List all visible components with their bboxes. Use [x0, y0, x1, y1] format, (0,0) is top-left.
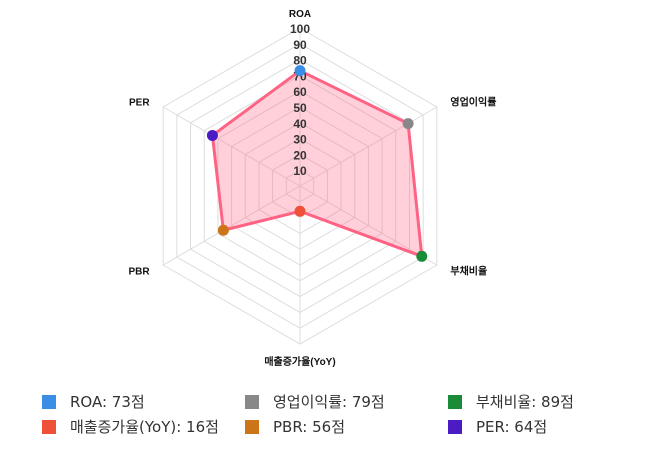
data-point	[294, 205, 306, 217]
grid-spoke	[299, 185, 438, 266]
legend-item[interactable]: 부채비율: 89점	[448, 391, 574, 412]
legend-label: 부채비율: 89점	[476, 393, 574, 411]
legend-label: 매출증가율(YoY): 16점	[70, 418, 219, 436]
axis-label: PER	[129, 97, 150, 108]
legend-swatch	[42, 394, 56, 409]
tick-label: 60	[293, 85, 307, 99]
tick-label: 100	[290, 22, 310, 36]
tick-label: 30	[293, 133, 307, 147]
legend-item[interactable]: ROA: 73점	[42, 391, 145, 412]
radar-svg: 102030405060708090100ROA영업이익률부채비율매출증가율(Y…	[128, 9, 496, 368]
legend-item[interactable]: 영업이익률: 79점	[245, 391, 385, 412]
data-area	[210, 69, 424, 258]
legend-label: PER: 64점	[476, 418, 548, 436]
legend-swatch	[448, 394, 462, 409]
axis-label: PBR	[128, 267, 150, 278]
data-point	[217, 224, 229, 236]
legend-swatch	[448, 419, 462, 434]
axis-label: 부채비율	[450, 265, 487, 278]
legend-swatch	[42, 419, 56, 434]
axis-label: 영업이익률	[450, 95, 496, 108]
tick-label: 50	[293, 101, 307, 115]
legend-label: ROA: 73점	[70, 393, 145, 411]
legend-swatch	[245, 394, 259, 409]
legend-label: 영업이익률: 79점	[273, 393, 385, 411]
axis-label: ROA	[289, 9, 311, 20]
tick-label: 80	[293, 54, 307, 68]
legend-label: PBR: 56점	[273, 418, 346, 436]
tick-label: 40	[293, 117, 307, 131]
data-point	[402, 118, 414, 130]
data-point	[294, 65, 306, 77]
data-point	[206, 129, 218, 141]
axis-label: 매출증가율(YoY)	[264, 355, 335, 368]
tick-label: 20	[293, 148, 307, 162]
legend-item[interactable]: 매출증가율(YoY): 16점	[42, 416, 219, 437]
legend-item[interactable]: PBR: 56점	[245, 416, 345, 437]
legend-swatch	[245, 419, 259, 434]
grid-spoke	[299, 106, 438, 187]
grid-spoke	[162, 185, 301, 266]
tick-label: 10	[293, 164, 307, 178]
data-point	[416, 250, 428, 262]
grid-spoke	[162, 106, 301, 187]
tick-label: 90	[293, 38, 307, 52]
legend-item[interactable]: PER: 64점	[448, 416, 547, 437]
